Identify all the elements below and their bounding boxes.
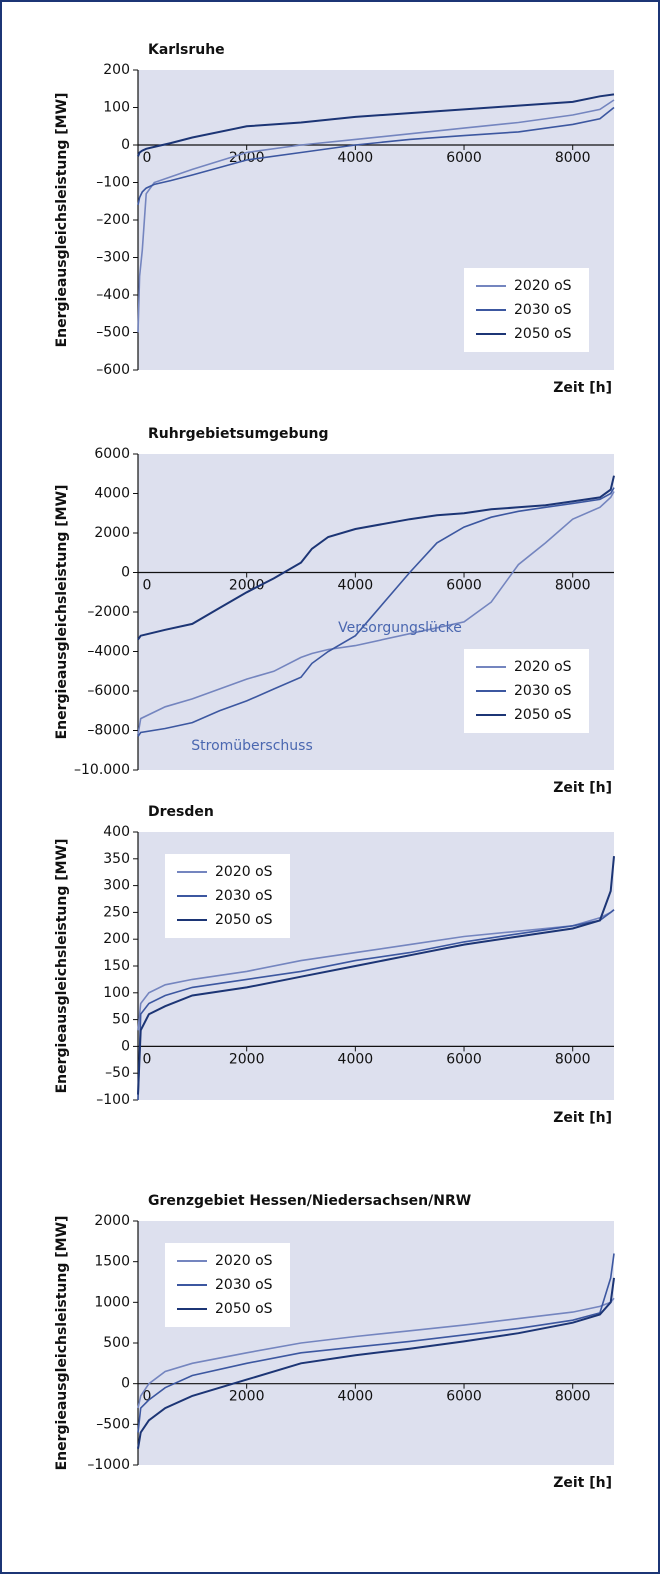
y-tick-label: 50 xyxy=(112,1012,130,1028)
y-tick-label: 350 xyxy=(103,851,130,867)
x-tick-label: 0 xyxy=(143,1051,152,1067)
legend-label: 2050 oS xyxy=(514,326,572,342)
y-tick-label: –200 xyxy=(96,212,130,228)
legend-label: 2020 oS xyxy=(215,1253,273,1269)
y-tick-label: 100 xyxy=(103,100,130,116)
legend-label: 2050 oS xyxy=(215,1301,273,1317)
x-tick-label: 0 xyxy=(143,150,152,166)
y-tick-label: 6000 xyxy=(94,446,130,462)
y-axis-label: Energieausgleichsleistung [MW] xyxy=(54,839,70,1094)
series-line xyxy=(137,1297,615,1409)
x-tick-label: 2000 xyxy=(229,578,265,594)
chart-title: Karlsruhe xyxy=(148,42,225,58)
series-line xyxy=(137,856,615,1095)
series-line xyxy=(137,99,615,333)
x-axis-label: Zeit [h] xyxy=(553,380,612,396)
legend-label: 2030 oS xyxy=(514,302,572,318)
y-tick-label: –4000 xyxy=(87,644,130,660)
x-tick-label: 6000 xyxy=(446,150,482,166)
series-line xyxy=(137,1277,615,1449)
y-tick-label: –100 xyxy=(96,1092,130,1108)
y-tick-label: –50 xyxy=(105,1065,130,1081)
x-tick-label: 4000 xyxy=(338,578,374,594)
x-tick-label: 4000 xyxy=(338,150,374,166)
x-tick-label: 8000 xyxy=(555,150,591,166)
chart-title: Grenzgebiet Hessen/Niedersachsen/NRW xyxy=(148,1193,471,1209)
series-line xyxy=(137,475,615,641)
series-line xyxy=(137,909,615,1031)
y-tick-label: 200 xyxy=(103,62,130,78)
y-tick-label: 400 xyxy=(103,824,130,840)
y-axis-label: Energieausgleichsleistung [MW] xyxy=(54,1216,70,1471)
chart-title: Dresden xyxy=(148,804,214,820)
x-axis-label: Zeit [h] xyxy=(553,1110,612,1126)
x-tick-label: 8000 xyxy=(555,578,591,594)
y-tick-label: –300 xyxy=(96,250,130,266)
x-tick-label: 6000 xyxy=(446,1051,482,1067)
y-tick-label: 0 xyxy=(121,137,130,153)
y-tick-label: –8000 xyxy=(87,723,130,739)
y-tick-label: 100 xyxy=(103,985,130,1001)
y-tick-label: 300 xyxy=(103,878,130,894)
x-tick-label: 8000 xyxy=(555,1389,591,1405)
x-tick-label: 2000 xyxy=(229,1051,265,1067)
legend-label: 2050 oS xyxy=(514,707,572,723)
y-tick-label: 0 xyxy=(121,1038,130,1054)
series-line xyxy=(137,106,615,206)
y-axis-label: Energieausgleichsleistung [MW] xyxy=(54,93,70,348)
x-tick-label: 4000 xyxy=(338,1389,374,1405)
y-tick-label: –100 xyxy=(96,175,130,191)
x-tick-label: 0 xyxy=(143,1389,152,1405)
annotation: Versorgungslücke xyxy=(338,620,462,636)
y-tick-label: –500 xyxy=(96,1416,130,1432)
y-tick-label: –2000 xyxy=(87,604,130,620)
y-tick-label: 250 xyxy=(103,904,130,920)
y-tick-label: –400 xyxy=(96,287,130,303)
x-tick-label: 4000 xyxy=(338,1051,374,1067)
series-line xyxy=(137,491,615,735)
y-tick-label: 200 xyxy=(103,931,130,947)
y-tick-label: 0 xyxy=(121,565,130,581)
legend-label: 2020 oS xyxy=(215,864,273,880)
x-tick-label: 0 xyxy=(143,578,152,594)
y-tick-label: 4000 xyxy=(94,486,130,502)
y-tick-label: 2000 xyxy=(94,525,130,541)
x-tick-label: 6000 xyxy=(446,578,482,594)
x-tick-label: 8000 xyxy=(555,1051,591,1067)
y-tick-label: 0 xyxy=(121,1376,130,1392)
y-tick-label: 1500 xyxy=(94,1254,130,1270)
y-tick-label: 2000 xyxy=(94,1213,130,1229)
legend-label: 2030 oS xyxy=(514,683,572,699)
legend-label: 2030 oS xyxy=(215,888,273,904)
series-line xyxy=(137,1253,615,1433)
y-tick-label: –10.000 xyxy=(74,762,130,778)
y-tick-label: –6000 xyxy=(87,683,130,699)
y-tick-label: 150 xyxy=(103,958,130,974)
y-tick-label: –500 xyxy=(96,325,130,341)
legend-label: 2020 oS xyxy=(514,659,572,675)
chart-title: Ruhrgebietsumgebung xyxy=(148,426,329,442)
legend-label: 2020 oS xyxy=(514,278,572,294)
annotation: Stromüberschuss xyxy=(191,738,312,754)
y-tick-label: 500 xyxy=(103,1335,130,1351)
legend-label: 2050 oS xyxy=(215,912,273,928)
y-tick-label: 1000 xyxy=(94,1294,130,1310)
y-tick-label: –600 xyxy=(96,362,130,378)
series-line xyxy=(137,487,615,737)
x-tick-label: 2000 xyxy=(229,1389,265,1405)
y-axis-label: Energieausgleichsleistung [MW] xyxy=(54,485,70,740)
x-tick-label: 6000 xyxy=(446,1389,482,1405)
series-line xyxy=(137,93,615,157)
x-axis-label: Zeit [h] xyxy=(553,780,612,796)
x-axis-label: Zeit [h] xyxy=(553,1475,612,1491)
legend-label: 2030 oS xyxy=(215,1277,273,1293)
y-tick-label: –1000 xyxy=(87,1457,130,1473)
